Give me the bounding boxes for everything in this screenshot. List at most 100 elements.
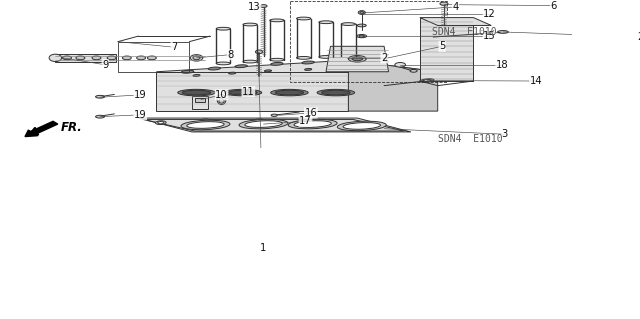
Text: 7: 7 — [171, 42, 177, 52]
Ellipse shape — [271, 114, 277, 116]
Text: 19: 19 — [134, 90, 147, 100]
Bar — [195, 98, 205, 102]
Ellipse shape — [255, 50, 262, 54]
Ellipse shape — [92, 56, 101, 60]
Ellipse shape — [319, 21, 333, 24]
Text: 1: 1 — [260, 243, 267, 253]
Ellipse shape — [367, 124, 374, 126]
Text: 9: 9 — [102, 60, 109, 70]
Ellipse shape — [296, 56, 311, 59]
Ellipse shape — [333, 60, 346, 63]
Text: 4: 4 — [452, 2, 459, 12]
Ellipse shape — [193, 75, 200, 77]
Ellipse shape — [321, 90, 350, 95]
Ellipse shape — [181, 70, 194, 73]
Ellipse shape — [243, 23, 257, 26]
Text: 11: 11 — [242, 87, 255, 97]
Ellipse shape — [410, 70, 417, 72]
Text: 17: 17 — [299, 116, 312, 126]
Polygon shape — [326, 46, 388, 72]
Ellipse shape — [200, 119, 211, 123]
Ellipse shape — [190, 55, 203, 61]
Ellipse shape — [305, 69, 312, 70]
Text: 13: 13 — [248, 2, 261, 12]
Ellipse shape — [288, 119, 337, 129]
Ellipse shape — [245, 121, 282, 127]
Ellipse shape — [395, 63, 406, 67]
Text: 3: 3 — [502, 129, 508, 139]
Text: SDN4  E1010: SDN4 E1010 — [431, 27, 496, 37]
Ellipse shape — [360, 11, 364, 13]
Ellipse shape — [217, 94, 226, 105]
Text: 18: 18 — [496, 60, 508, 70]
Text: 12: 12 — [483, 9, 496, 19]
Ellipse shape — [294, 121, 332, 127]
Ellipse shape — [63, 56, 72, 60]
Ellipse shape — [239, 119, 288, 129]
Ellipse shape — [76, 56, 85, 60]
Ellipse shape — [243, 60, 257, 63]
Ellipse shape — [352, 57, 363, 61]
Text: 14: 14 — [530, 76, 542, 86]
Ellipse shape — [271, 89, 308, 96]
Ellipse shape — [256, 120, 262, 122]
Ellipse shape — [235, 65, 248, 68]
Ellipse shape — [296, 17, 311, 20]
Ellipse shape — [440, 2, 448, 5]
Ellipse shape — [359, 35, 364, 37]
Text: 20: 20 — [637, 32, 640, 42]
Ellipse shape — [271, 63, 283, 65]
Ellipse shape — [343, 122, 380, 129]
Ellipse shape — [208, 67, 221, 70]
Text: 16: 16 — [305, 108, 317, 118]
Polygon shape — [420, 18, 474, 81]
Ellipse shape — [260, 5, 267, 7]
Ellipse shape — [337, 121, 387, 131]
Text: SDN4  E1010: SDN4 E1010 — [438, 134, 502, 144]
Text: FR.: FR. — [61, 121, 83, 134]
Ellipse shape — [341, 55, 355, 58]
Text: 10: 10 — [215, 90, 228, 100]
Ellipse shape — [216, 62, 230, 65]
Ellipse shape — [137, 56, 146, 60]
Ellipse shape — [181, 120, 230, 130]
Ellipse shape — [420, 79, 434, 82]
Ellipse shape — [422, 79, 431, 82]
Ellipse shape — [224, 89, 262, 96]
Ellipse shape — [216, 27, 230, 30]
Ellipse shape — [253, 119, 264, 123]
Ellipse shape — [202, 120, 209, 122]
Ellipse shape — [219, 99, 224, 103]
Bar — [192, 96, 208, 109]
Ellipse shape — [317, 89, 355, 96]
Text: 5: 5 — [439, 41, 445, 51]
FancyArrow shape — [25, 121, 58, 137]
Ellipse shape — [228, 90, 257, 95]
Polygon shape — [156, 60, 438, 83]
Ellipse shape — [319, 121, 324, 123]
Ellipse shape — [147, 56, 156, 60]
Polygon shape — [156, 72, 348, 111]
Ellipse shape — [95, 95, 104, 98]
Bar — [291, 1, 447, 82]
Ellipse shape — [275, 90, 304, 95]
Text: 6: 6 — [550, 1, 557, 11]
Ellipse shape — [95, 115, 104, 118]
Ellipse shape — [357, 24, 366, 27]
Ellipse shape — [357, 34, 367, 38]
Ellipse shape — [319, 56, 333, 58]
Polygon shape — [138, 118, 411, 132]
Ellipse shape — [302, 61, 314, 64]
Ellipse shape — [264, 70, 271, 72]
Text: 2: 2 — [381, 53, 387, 63]
Polygon shape — [348, 60, 438, 111]
Ellipse shape — [122, 56, 131, 60]
Ellipse shape — [358, 11, 365, 14]
Bar — [118, 42, 189, 72]
Ellipse shape — [270, 19, 284, 22]
Ellipse shape — [316, 120, 327, 124]
Ellipse shape — [178, 89, 215, 96]
Ellipse shape — [348, 56, 366, 62]
Ellipse shape — [157, 122, 164, 124]
Polygon shape — [420, 18, 492, 26]
